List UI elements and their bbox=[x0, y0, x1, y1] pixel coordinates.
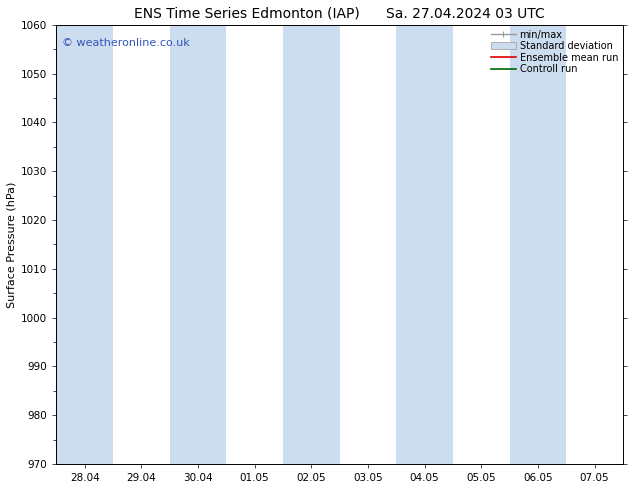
Bar bbox=[510, 25, 566, 464]
Title: ENS Time Series Edmonton (IAP)      Sa. 27.04.2024 03 UTC: ENS Time Series Edmonton (IAP) Sa. 27.04… bbox=[134, 7, 545, 21]
Bar bbox=[283, 25, 340, 464]
Y-axis label: Surface Pressure (hPa): Surface Pressure (hPa) bbox=[7, 181, 17, 308]
Bar bbox=[170, 25, 226, 464]
Bar bbox=[396, 25, 453, 464]
Text: © weatheronline.co.uk: © weatheronline.co.uk bbox=[62, 38, 190, 48]
Bar bbox=[56, 25, 113, 464]
Legend: min/max, Standard deviation, Ensemble mean run, Controll run: min/max, Standard deviation, Ensemble me… bbox=[489, 28, 620, 76]
